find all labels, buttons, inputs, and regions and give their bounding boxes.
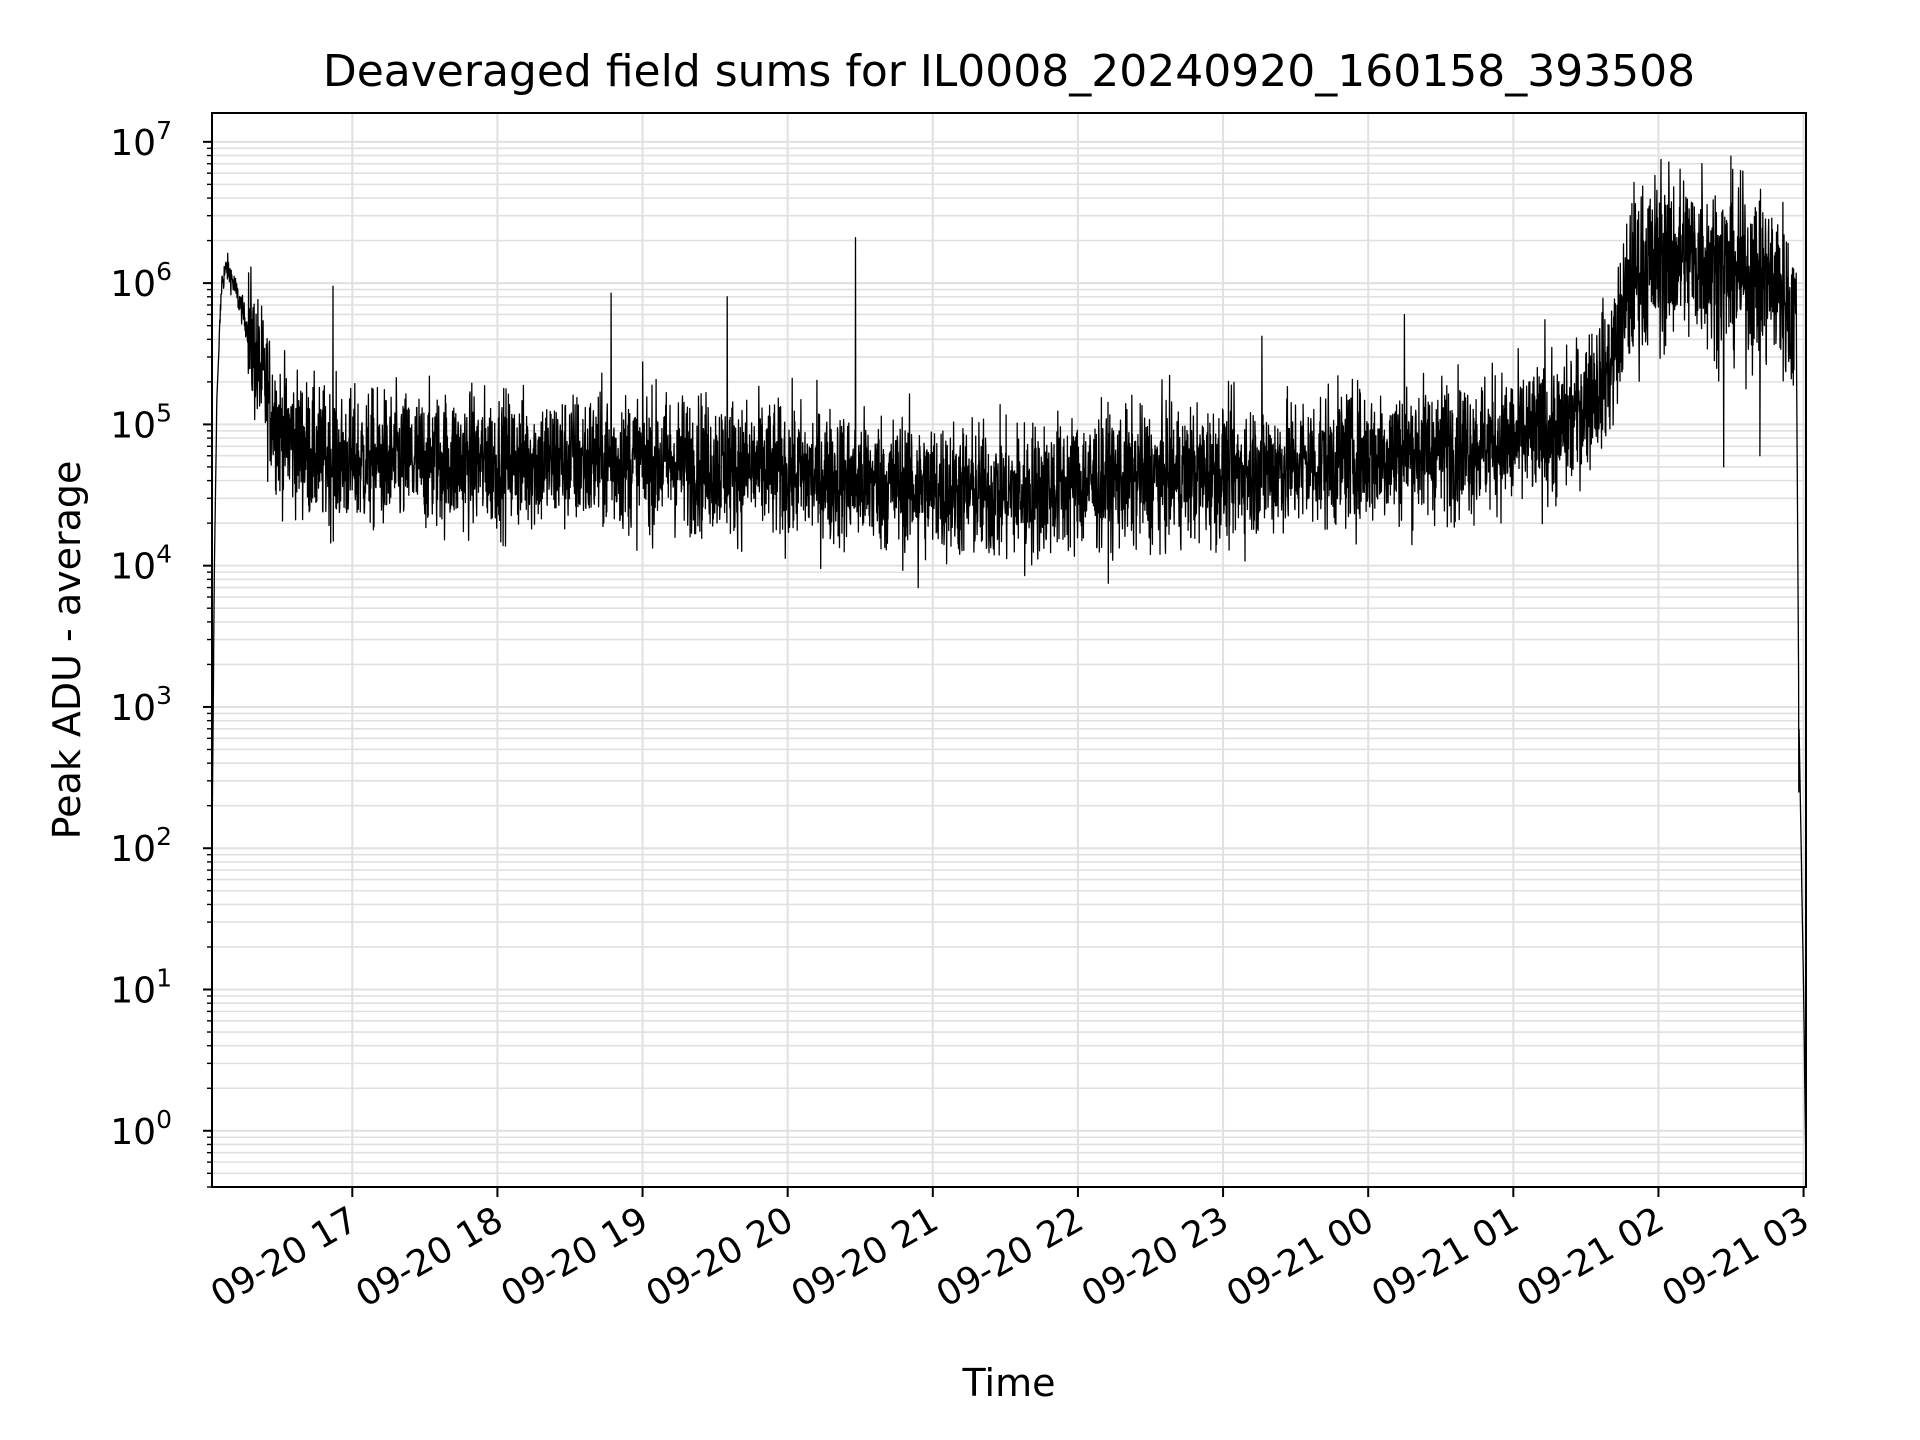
- chart-title: Deaveraged field sums for IL0008_2024092…: [323, 46, 1695, 97]
- y-tick-label: 106: [110, 257, 172, 305]
- y-tick-exponent: 3: [156, 681, 172, 710]
- x-axis-label: Time: [962, 1361, 1056, 1405]
- y-tick-label: 100: [110, 1105, 172, 1153]
- y-tick-base: 10: [110, 829, 156, 870]
- y-axis-label: Peak ADU - average: [45, 461, 89, 840]
- y-tick-label: 107: [110, 116, 172, 164]
- y-tick-label: 105: [110, 398, 172, 446]
- y-tick-exponent: 1: [156, 964, 172, 993]
- y-tick-exponent: 5: [156, 398, 172, 427]
- y-tick-exponent: 2: [156, 822, 172, 851]
- y-tick-base: 10: [110, 688, 156, 729]
- plot-frame: [211, 112, 1807, 1188]
- y-tick-exponent: 7: [156, 116, 172, 145]
- y-tick-exponent: 6: [156, 257, 172, 286]
- data-series: [211, 155, 1807, 1159]
- y-tick-label: 101: [110, 964, 172, 1012]
- y-tick-exponent: 0: [156, 1105, 172, 1134]
- y-tick-label: 104: [110, 540, 172, 588]
- y-tick-base: 10: [110, 971, 156, 1012]
- grid: [212, 113, 1806, 1188]
- y-tick-base: 10: [110, 547, 156, 588]
- y-tick-base: 10: [110, 405, 156, 446]
- y-tick-base: 10: [110, 1112, 156, 1153]
- y-tick-label: 102: [110, 822, 172, 870]
- series-line: [211, 155, 1807, 1159]
- y-tick-base: 10: [110, 123, 156, 164]
- y-tick-label: 103: [110, 681, 172, 729]
- y-tick-base: 10: [110, 264, 156, 305]
- y-tick-exponent: 4: [156, 540, 172, 569]
